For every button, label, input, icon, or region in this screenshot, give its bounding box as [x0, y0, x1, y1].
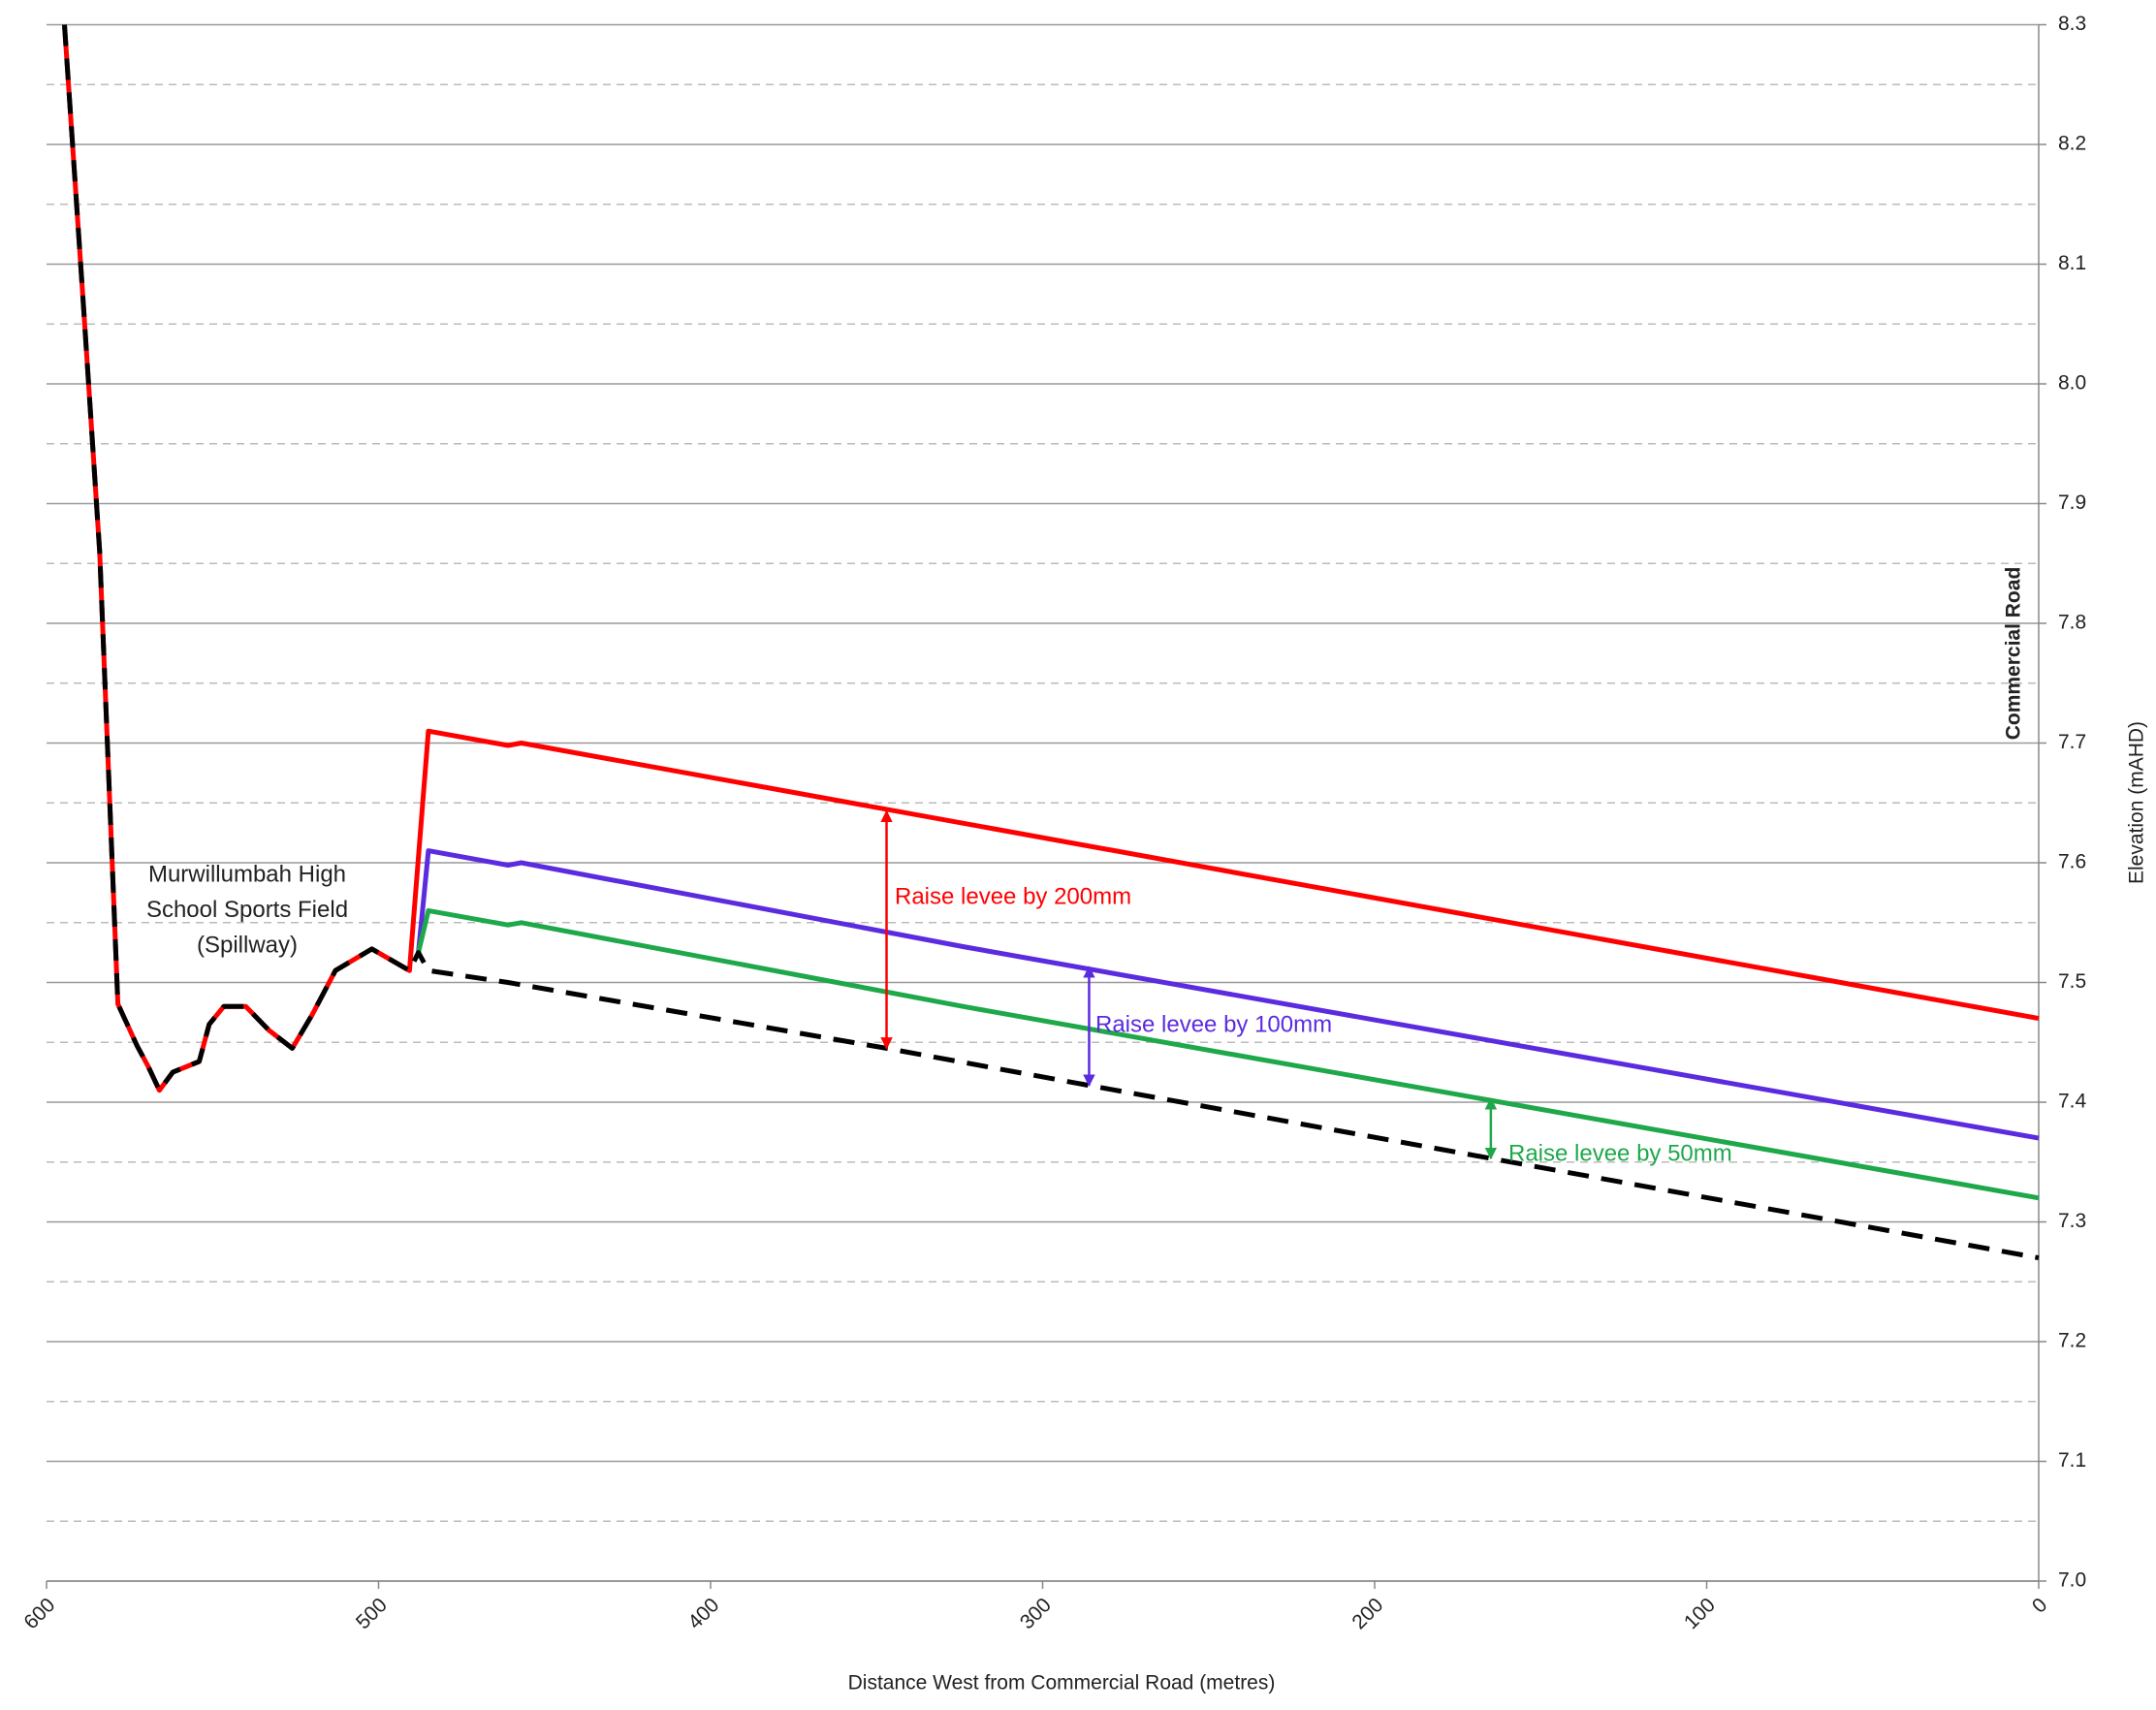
x-tick-label: 200	[1348, 1594, 1387, 1633]
y-tick-label: 7.0	[2058, 1569, 2086, 1592]
y-tick-label: 7.9	[2058, 491, 2086, 514]
annotation: Murwillumbah High	[148, 861, 346, 887]
arrow-label: Raise levee by 50mm	[1508, 1140, 1732, 1166]
y-tick-label: 7.5	[2058, 970, 2086, 993]
series-line	[416, 848, 2040, 1141]
x-tick-label: 100	[1680, 1594, 1720, 1633]
y-tick-label: 7.8	[2058, 612, 2086, 634]
y-tick-label: 7.2	[2058, 1330, 2086, 1352]
series-line	[62, 24, 2040, 1261]
y-tick-label: 8.3	[2058, 13, 2086, 35]
x-axis-title: Distance West from Commercial Road (metr…	[848, 1672, 1276, 1694]
y-axis-title: Elevation (mAHD)	[2126, 721, 2148, 884]
annotation: (Spillway)	[197, 932, 298, 958]
y-tick-label: 7.1	[2058, 1449, 2086, 1472]
y-tick-label: 7.6	[2058, 851, 2086, 873]
annotation: School Sports Field	[146, 897, 348, 923]
x-tick-label: 300	[1016, 1594, 1056, 1633]
arrow-label: Raise levee by 100mm	[1095, 1011, 1332, 1037]
y-tick-label: 7.3	[2058, 1210, 2086, 1232]
x-tick-label: 0	[2028, 1594, 2052, 1618]
x-tick-label: 400	[683, 1594, 723, 1633]
y-tick-label: 8.0	[2058, 372, 2086, 395]
y-tick-label: 7.4	[2058, 1091, 2087, 1113]
y-tick-label: 8.2	[2058, 133, 2086, 155]
x-tick-label: 500	[352, 1594, 392, 1633]
y-tick-label: 8.1	[2058, 252, 2086, 274]
series-line	[416, 907, 2040, 1201]
y-tick-label: 7.7	[2058, 731, 2086, 753]
side-label: Commercial Road	[2003, 567, 2025, 741]
x-tick-label: 600	[19, 1594, 59, 1633]
arrow-label: Raise levee by 200mm	[895, 883, 1131, 909]
series-line	[62, 24, 2040, 1093]
